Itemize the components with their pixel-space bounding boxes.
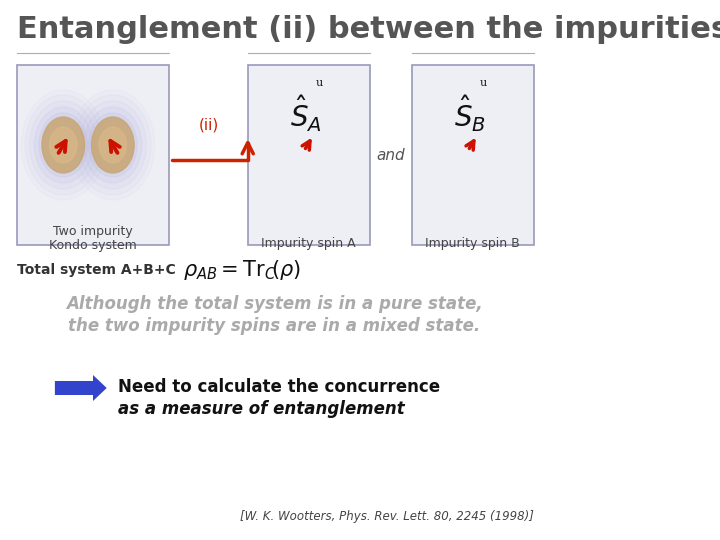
Text: u: u	[480, 78, 487, 88]
Polygon shape	[55, 375, 107, 401]
Circle shape	[91, 117, 134, 173]
Circle shape	[42, 117, 85, 173]
Text: the two impurity spins are in a mixed state.: the two impurity spins are in a mixed st…	[68, 317, 480, 335]
Circle shape	[75, 95, 151, 195]
Circle shape	[50, 127, 77, 163]
Text: [W. K. Wootters, Phys. Rev. Lett. 80, 2245 (1998)]: [W. K. Wootters, Phys. Rev. Lett. 80, 22…	[240, 510, 534, 523]
Text: (ii): (ii)	[198, 118, 219, 133]
FancyBboxPatch shape	[412, 65, 534, 245]
Text: as a measure of entanglement: as a measure of entanglement	[118, 400, 405, 418]
Circle shape	[84, 107, 142, 183]
Text: $\hat{S}_A$: $\hat{S}_A$	[289, 93, 322, 134]
FancyBboxPatch shape	[248, 65, 369, 245]
Text: $\hat{S}_B$: $\hat{S}_B$	[454, 93, 485, 134]
Circle shape	[99, 127, 127, 163]
Text: $\rho_{AB} = \mathrm{Tr}_C\!(\rho)$: $\rho_{AB} = \mathrm{Tr}_C\!(\rho)$	[183, 258, 301, 282]
Text: and: and	[377, 147, 405, 163]
Text: Entanglement (ii) between the impurities: Entanglement (ii) between the impurities	[17, 15, 720, 44]
FancyBboxPatch shape	[17, 65, 169, 245]
Circle shape	[25, 95, 102, 195]
Circle shape	[35, 107, 92, 183]
Text: Kondo system: Kondo system	[49, 239, 137, 252]
Text: Two impurity: Two impurity	[53, 225, 133, 238]
Circle shape	[30, 101, 96, 189]
Text: Need to calculate the concurrence: Need to calculate the concurrence	[118, 378, 440, 396]
Circle shape	[39, 113, 88, 177]
Circle shape	[79, 101, 146, 189]
Text: Impurity spin B: Impurity spin B	[426, 237, 520, 250]
Circle shape	[89, 113, 138, 177]
Text: u: u	[316, 78, 323, 88]
Text: Although the total system is in a pure state,: Although the total system is in a pure s…	[66, 295, 483, 313]
Text: Impurity spin A: Impurity spin A	[261, 237, 356, 250]
Text: Total system A+B+C: Total system A+B+C	[17, 263, 176, 277]
